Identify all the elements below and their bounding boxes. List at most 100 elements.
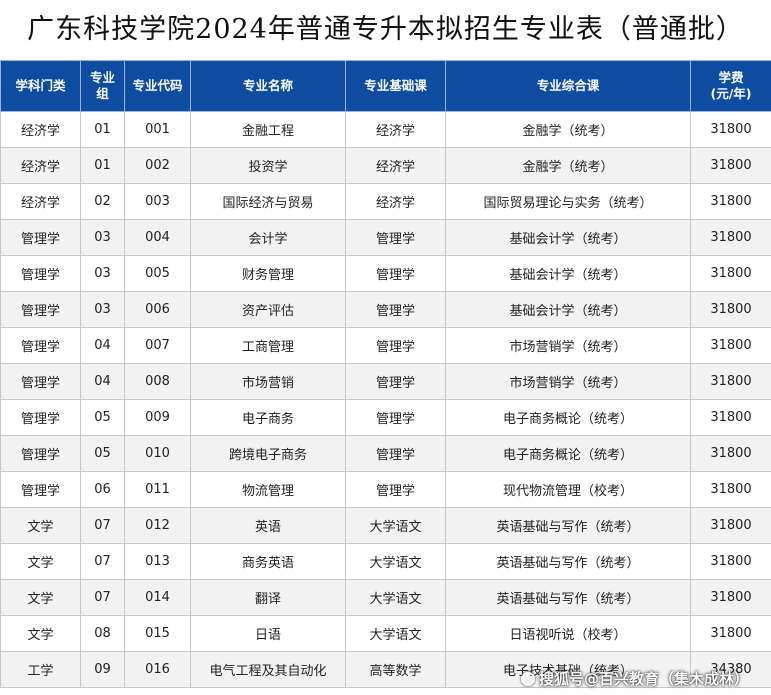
header-discipline: 学科门类 (0, 60, 81, 112)
table-body: 经济学 01 001 金融工程 经济学 金融学（统考） 31800 经济学 01 002 投资学 经济… (0, 111, 771, 688)
cell-tuition: 31800 (690, 327, 771, 364)
cell-comprehensive-course: 电子商务概论（统考） (445, 399, 691, 436)
cell-comprehensive-course: 基础会计学（统考） (445, 255, 691, 292)
cell-discipline: 管理学 (0, 255, 81, 292)
cell-tuition: 31800 (690, 579, 771, 616)
header-major-code: 专业代码 (124, 60, 191, 112)
cell-comprehensive-course: 金融学（统考） (445, 147, 691, 184)
cell-basic-course: 经济学 (345, 183, 446, 220)
cell-tuition: 31800 (690, 543, 771, 580)
cell-discipline: 文学 (0, 579, 81, 616)
cell-major-name: 国际经济与贸易 (190, 183, 346, 220)
sohu-logo-icon (520, 671, 535, 686)
cell-basic-course: 大学语文 (345, 543, 446, 580)
table-row: 经济学 01 002 投资学 经济学 金融学（统考） 31800 (0, 147, 771, 184)
cell-group: 01 (80, 147, 125, 184)
cell-tuition: 31800 (690, 435, 771, 472)
cell-basic-course: 经济学 (345, 147, 446, 184)
cell-major-name: 市场营销 (190, 363, 346, 400)
cell-group: 01 (80, 111, 125, 148)
cell-comprehensive-course: 英语基础与写作（统考） (445, 579, 691, 616)
cell-tuition: 31800 (690, 363, 771, 400)
cell-group: 04 (80, 327, 125, 364)
cell-group: 04 (80, 363, 125, 400)
cell-tuition: 31800 (690, 507, 771, 544)
cell-comprehensive-course: 金融学（统考） (445, 111, 691, 148)
cell-basic-course: 大学语文 (345, 579, 446, 616)
cell-major-name: 物流管理 (190, 471, 346, 508)
cell-major-code: 015 (124, 615, 191, 652)
cell-major-code: 001 (124, 111, 191, 148)
cell-major-name: 金融工程 (190, 111, 346, 148)
table-row: 管理学 05 010 跨境电子商务 管理学 电子商务概论（统考） 31800 (0, 435, 771, 472)
cell-basic-course: 经济学 (345, 111, 446, 148)
cell-tuition: 34380 (690, 651, 771, 688)
cell-major-name: 日语 (190, 615, 346, 652)
header-major-name: 专业名称 (190, 60, 346, 112)
cell-tuition: 31800 (690, 471, 771, 508)
cell-group: 07 (80, 507, 125, 544)
cell-major-code: 008 (124, 363, 191, 400)
cell-major-name: 资产评估 (190, 291, 346, 328)
cell-major-code: 016 (124, 651, 191, 688)
cell-discipline: 工学 (0, 651, 81, 688)
cell-discipline: 经济学 (0, 111, 81, 148)
cell-major-code: 005 (124, 255, 191, 292)
cell-tuition: 31800 (690, 615, 771, 652)
table-row: 管理学 04 007 工商管理 管理学 市场营销学（统考） 31800 (0, 327, 771, 364)
cell-major-code: 011 (124, 471, 191, 508)
cell-discipline: 管理学 (0, 291, 81, 328)
cell-tuition: 31800 (690, 111, 771, 148)
cell-group: 03 (80, 291, 125, 328)
cell-major-name: 财务管理 (190, 255, 346, 292)
cell-basic-course: 管理学 (345, 291, 446, 328)
cell-tuition: 31800 (690, 255, 771, 292)
cell-major-code: 006 (124, 291, 191, 328)
cell-major-code: 002 (124, 147, 191, 184)
cell-major-code: 012 (124, 507, 191, 544)
table-row: 管理学 06 011 物流管理 管理学 现代物流管理（校考） 31800 (0, 471, 771, 508)
table-row: 文学 07 013 商务英语 大学语文 英语基础与写作（统考） 31800 (0, 543, 771, 580)
header-basic-course: 专业基础课 (345, 60, 446, 112)
cell-basic-course: 大学语文 (345, 615, 446, 652)
cell-group: 02 (80, 183, 125, 220)
cell-basic-course: 高等数学 (345, 651, 446, 688)
cell-basic-course: 管理学 (345, 327, 446, 364)
cell-group: 05 (80, 435, 125, 472)
cell-comprehensive-course: 电子商务概论（统考） (445, 435, 691, 472)
watermark: 搜狐号@百兴教育（集木成林） (520, 668, 749, 689)
cell-major-name: 投资学 (190, 147, 346, 184)
cell-tuition: 31800 (690, 219, 771, 256)
cell-group: 06 (80, 471, 125, 508)
header-tuition: 学费 (元/年) (690, 60, 771, 112)
cell-tuition: 31800 (690, 147, 771, 184)
cell-discipline: 文学 (0, 615, 81, 652)
table-row: 经济学 02 003 国际经济与贸易 经济学 国际贸易理论与实务（统考） 31800 (0, 183, 771, 220)
cell-major-code: 003 (124, 183, 191, 220)
header-group: 专业组 (80, 60, 125, 112)
cell-comprehensive-course: 市场营销学（统考） (445, 327, 691, 364)
cell-group: 07 (80, 543, 125, 580)
table-header-row: 学科门类 专业组 专业代码 专业名称 专业基础课 专业综合课 学费 (元/年) (0, 60, 771, 112)
cell-basic-course: 管理学 (345, 255, 446, 292)
cell-discipline: 文学 (0, 507, 81, 544)
cell-discipline: 管理学 (0, 327, 81, 364)
cell-basic-course: 管理学 (345, 363, 446, 400)
cell-discipline: 经济学 (0, 147, 81, 184)
cell-major-name: 跨境电子商务 (190, 435, 346, 472)
cell-major-name: 工商管理 (190, 327, 346, 364)
cell-major-name: 翻译 (190, 579, 346, 616)
table-row: 文学 08 015 日语 大学语文 日语视听说（校考） 31800 (0, 615, 771, 652)
cell-group: 08 (80, 615, 125, 652)
cell-group: 09 (80, 651, 125, 688)
cell-major-code: 004 (124, 219, 191, 256)
cell-major-code: 010 (124, 435, 191, 472)
cell-major-name: 电子商务 (190, 399, 346, 436)
cell-group: 03 (80, 219, 125, 256)
table-row: 管理学 05 009 电子商务 管理学 电子商务概论（统考） 31800 (0, 399, 771, 436)
cell-basic-course: 管理学 (345, 219, 446, 256)
cell-discipline: 管理学 (0, 471, 81, 508)
page-title: 广东科技学院2024年普通专升本拟招生专业表（普通批） (27, 14, 744, 45)
cell-discipline: 文学 (0, 543, 81, 580)
cell-basic-course: 大学语文 (345, 507, 446, 544)
